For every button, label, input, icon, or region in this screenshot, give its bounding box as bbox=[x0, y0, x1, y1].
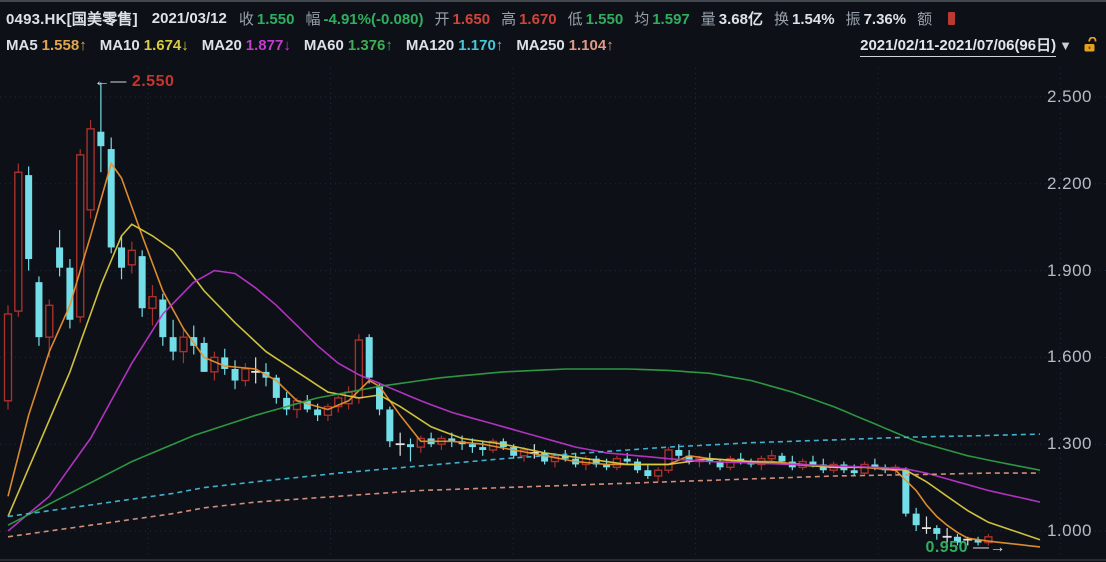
quote-field-value: 1.670 bbox=[519, 10, 557, 28]
quote-field: 幅 -4.91%(-0.080) bbox=[305, 8, 423, 29]
y-tick-label: 2.200 bbox=[1046, 173, 1092, 193]
y-tick-label: 1.300 bbox=[1046, 434, 1092, 454]
quote-fields: 收 1.550 幅 -4.91%(-0.080) 开 1.650 高 1.670 低 1.550 均… bbox=[239, 8, 946, 29]
ma-value: 1.877↓ bbox=[245, 36, 291, 54]
date-range-label: 2021/02/11-2021/07/06(96日) bbox=[860, 34, 1057, 57]
quote-field-label: 均 bbox=[634, 10, 650, 28]
quote-field: 额 bbox=[917, 8, 935, 29]
high-annotation: ←— 2.550 bbox=[94, 73, 175, 91]
chart-area[interactable]: 2.500 2.200 1.900 1.600 1.300 1.000 ←— 2.550 … bbox=[0, 58, 1106, 562]
low-annotation: 0.950 —→ bbox=[925, 539, 1006, 557]
ma-value: 1.558↑ bbox=[41, 36, 87, 54]
quote-field-label: 低 bbox=[567, 10, 583, 28]
ma-value: 1.674↓ bbox=[143, 36, 189, 54]
info-bar: 0493.HK[国美零售] 2021/03/12 收 1.550 幅 -4.91%(-… bbox=[6, 5, 1106, 31]
quote-field-value: 1.650 bbox=[452, 10, 491, 28]
ma-readout: MA10 1.674↓ bbox=[100, 37, 189, 54]
quote-field: 收 1.550 bbox=[239, 8, 295, 29]
quote-field-label: 开 bbox=[434, 10, 450, 28]
quote-field: 开 1.650 bbox=[435, 8, 491, 29]
ma-label: MA250 bbox=[516, 36, 565, 54]
quote-field: 低 1.550 bbox=[568, 8, 624, 29]
chevron-down-icon[interactable]: ▼ bbox=[1059, 37, 1072, 53]
quote-field-value: -4.91%(-0.080) bbox=[323, 10, 424, 28]
ma-label: MA60 bbox=[303, 36, 344, 54]
quote-field-value: 7.36% bbox=[863, 10, 907, 28]
quote-field-label: 幅 bbox=[305, 10, 321, 28]
y-tick-label: 2.500 bbox=[1046, 87, 1092, 106]
ma-value: 1.376↑ bbox=[347, 36, 393, 54]
lock-icon[interactable] bbox=[1082, 37, 1098, 53]
high-value: 2.550 bbox=[131, 72, 175, 90]
ma-value: 1.170↑ bbox=[458, 36, 504, 54]
date-range-selector[interactable]: 2021/02/11-2021/07/06(96日) ▼ bbox=[860, 34, 1072, 57]
kline-svg bbox=[0, 68, 1106, 558]
ma-readout: MA60 1.376↑ bbox=[304, 37, 393, 54]
quote-field-label: 量 bbox=[700, 10, 716, 28]
quote-date: 2021/03/12 bbox=[151, 9, 227, 27]
arrow-right-icon: —→ bbox=[972, 539, 1006, 557]
quote-field-label: 额 bbox=[917, 10, 933, 28]
quote-field-value: 3.68亿 bbox=[718, 10, 763, 28]
ma-line-ma120 bbox=[7, 433, 1041, 518]
amount-value-clipped bbox=[948, 11, 956, 25]
y-tick-label: 1.900 bbox=[1046, 260, 1092, 280]
y-tick-label: 1.000 bbox=[1046, 520, 1092, 540]
ma-readout: MA120 1.170↑ bbox=[406, 37, 503, 54]
ma-line-ma20 bbox=[7, 269, 1041, 532]
quote-field-label: 换 bbox=[773, 10, 789, 28]
bottom-frame-line bbox=[0, 559, 1106, 561]
quote-field: 高 1.670 bbox=[501, 8, 557, 29]
ma-readout: MA5 1.558↑ bbox=[6, 37, 87, 54]
ma-line-ma10 bbox=[7, 223, 1041, 541]
quote-field-value: 1.54% bbox=[792, 10, 835, 28]
ma-readout: MA250 1.104↑ bbox=[516, 37, 613, 54]
ma-label: MA10 bbox=[99, 36, 140, 54]
quote-field: 振 7.36% bbox=[846, 8, 907, 29]
quote-field: 均 1.597 bbox=[634, 8, 690, 29]
quote-field-value: 1.597 bbox=[652, 10, 690, 28]
quote-field-value: 1.550 bbox=[256, 10, 295, 28]
ma-value: 1.104↑ bbox=[568, 36, 614, 54]
low-value: 0.950 bbox=[925, 539, 968, 557]
ma-values: MA5 1.558↑ MA10 1.674↓ MA20 1.877↓ MA60 1.376↑ M… bbox=[6, 37, 627, 54]
y-tick-label: 1.600 bbox=[1046, 347, 1092, 367]
quote-field-label: 高 bbox=[501, 10, 517, 28]
ma-line-ma250 bbox=[7, 472, 1040, 538]
quote-field: 量 3.68亿 bbox=[701, 8, 763, 29]
ma-line-ma60 bbox=[7, 368, 1041, 526]
ma-label: MA120 bbox=[405, 36, 455, 54]
arrow-left-icon: ←— bbox=[93, 72, 127, 90]
ma-line-ma5 bbox=[7, 161, 1041, 548]
ma-label: MA5 bbox=[6, 36, 38, 54]
quote-field-label: 收 bbox=[238, 10, 254, 28]
ma-label: MA20 bbox=[201, 36, 242, 54]
quote-field: 换 1.54% bbox=[774, 8, 835, 29]
quote-field-label: 振 bbox=[845, 10, 861, 28]
stock-title: 0493.HK[国美零售] bbox=[6, 10, 138, 28]
quote-field-value: 1.550 bbox=[585, 10, 624, 28]
ma-readout: MA20 1.877↓ bbox=[202, 37, 291, 54]
ma-bar: MA5 1.558↑ MA10 1.674↓ MA20 1.877↓ MA60 1.376↑ M… bbox=[6, 33, 1106, 57]
